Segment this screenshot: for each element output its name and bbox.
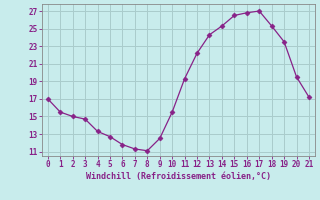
X-axis label: Windchill (Refroidissement éolien,°C): Windchill (Refroidissement éolien,°C) [86,172,271,181]
